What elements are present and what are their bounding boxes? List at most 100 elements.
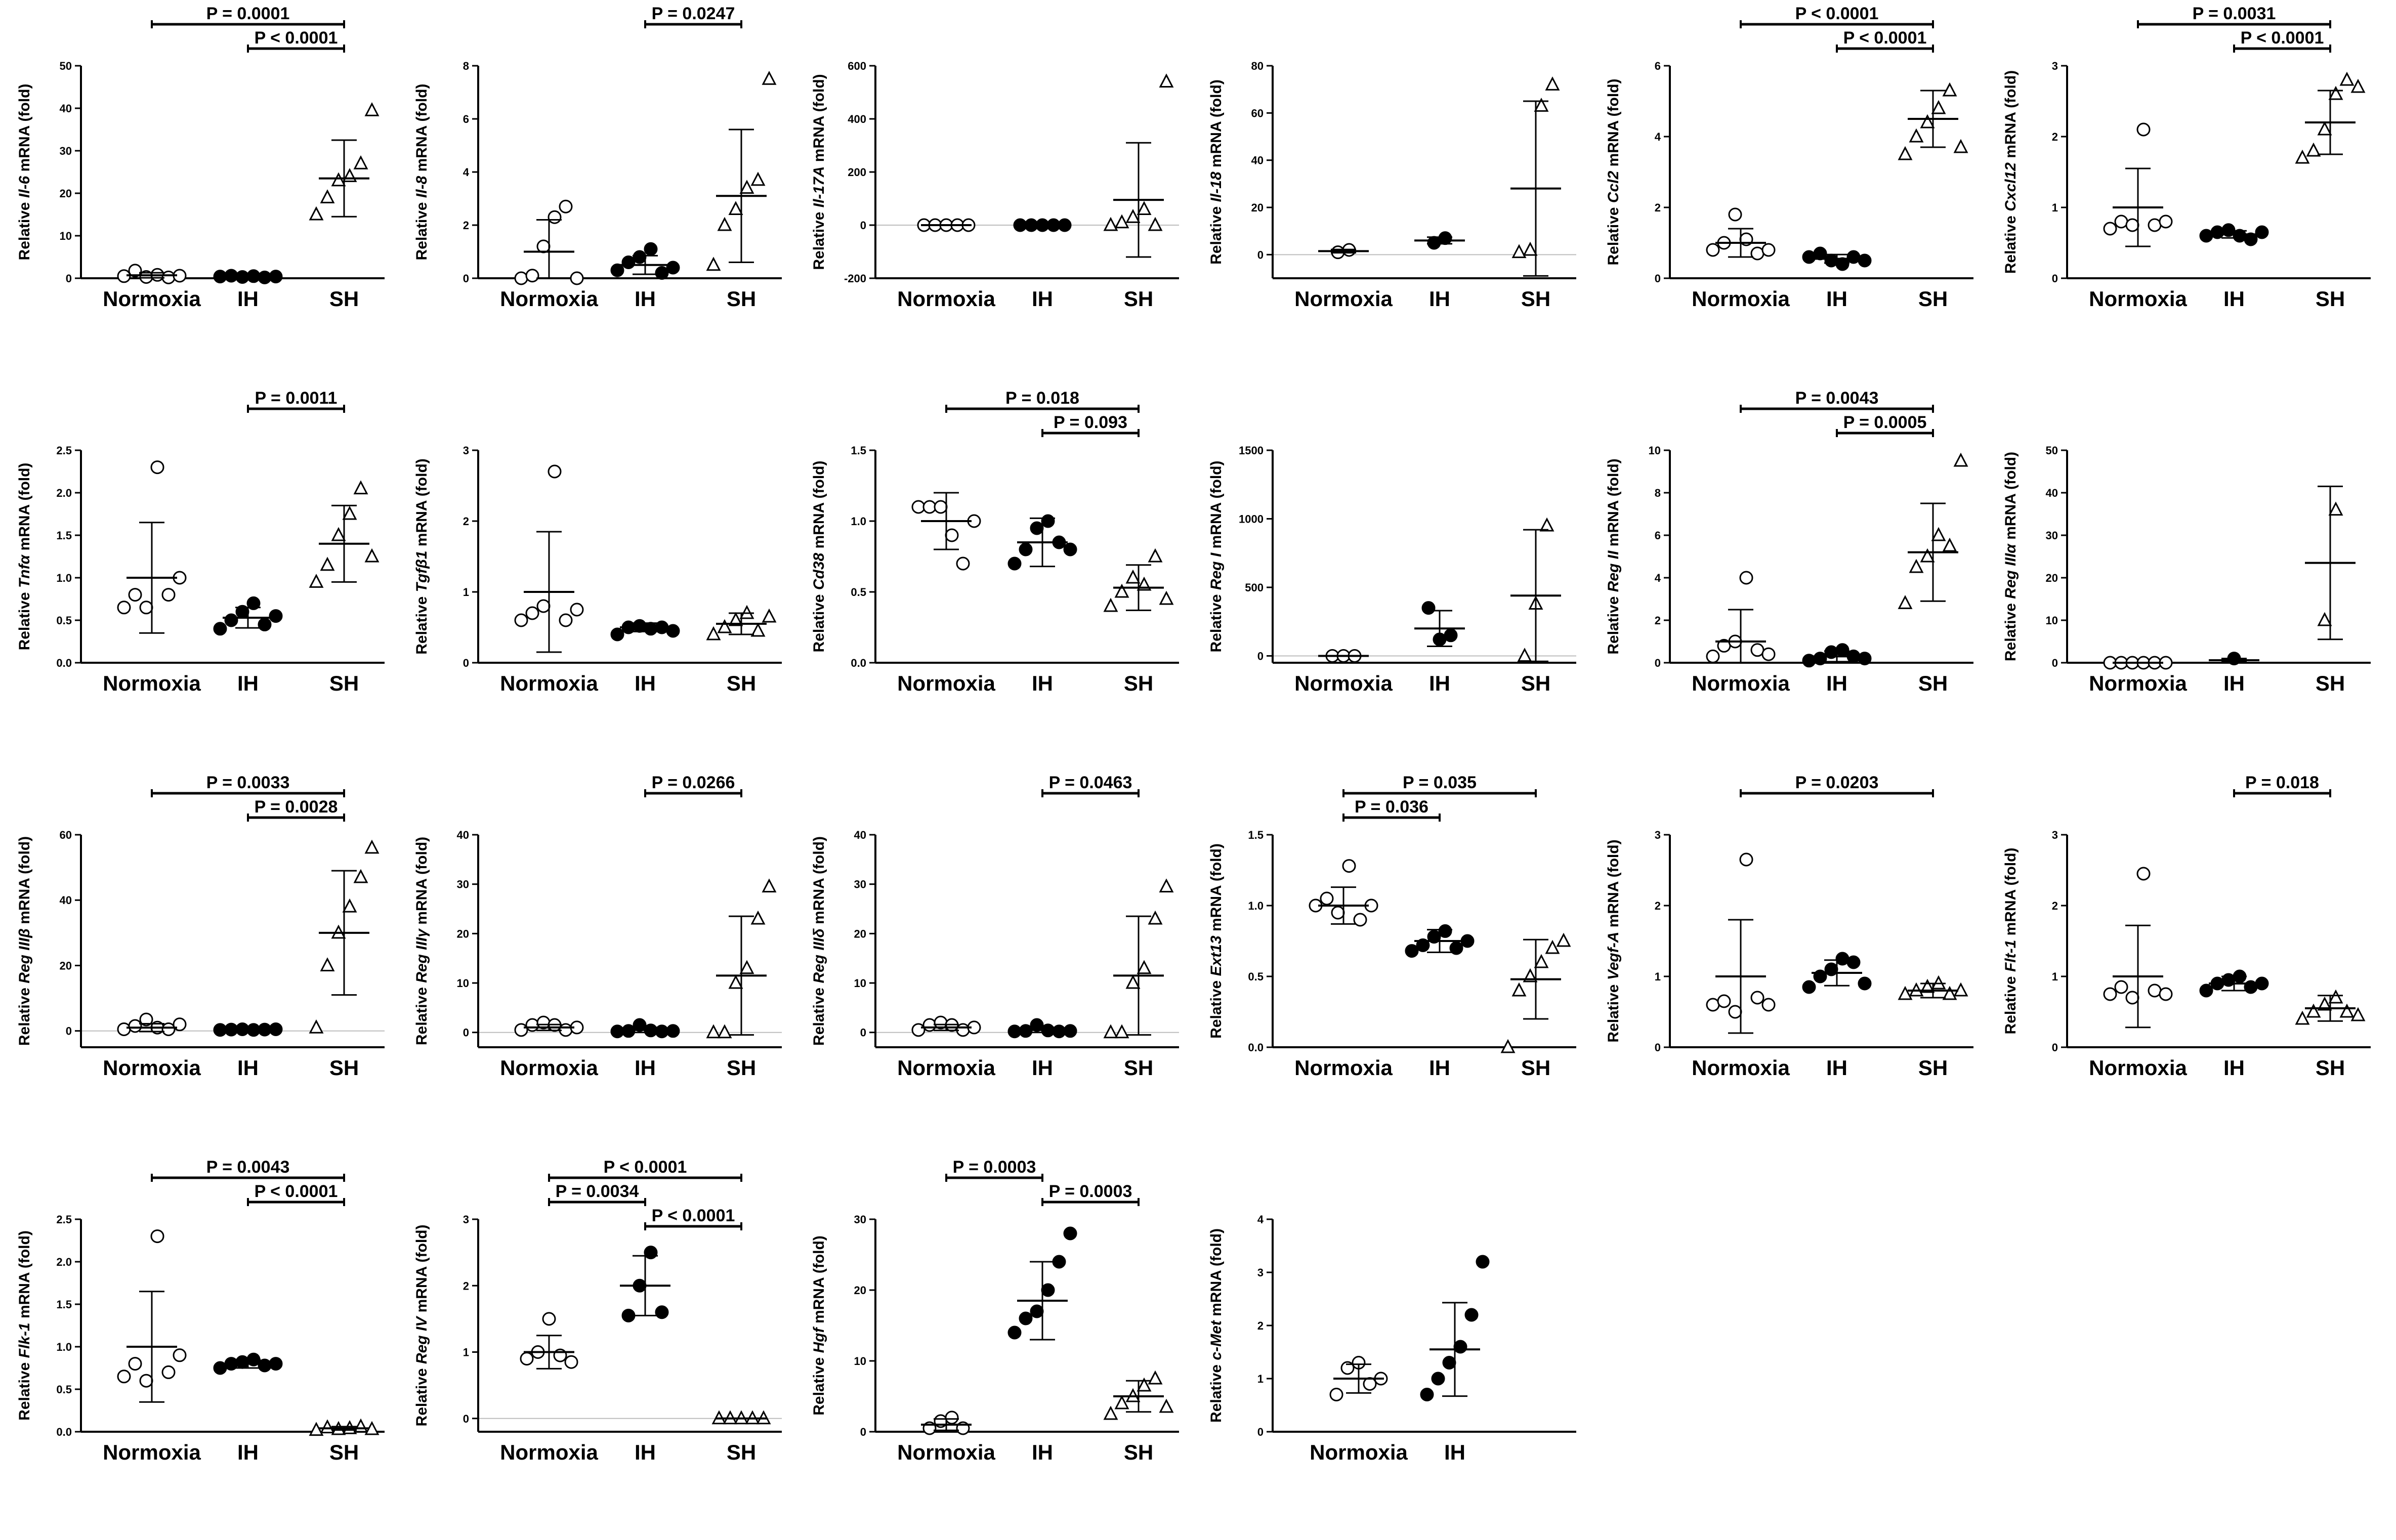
y-axis-label-part: Relative	[2002, 211, 2019, 274]
category-label: IH	[1032, 1440, 1053, 1464]
y-tick-label: 40	[1251, 154, 1264, 167]
data-point-triangle	[750, 910, 766, 925]
data-point-triangle	[1942, 82, 1957, 97]
category-label: Normoxia	[103, 1056, 201, 1080]
data-point-filled	[1007, 557, 1022, 571]
data-point-open	[514, 271, 528, 285]
y-tick-label: 2	[1655, 900, 1661, 912]
data-point-triangle	[706, 626, 721, 640]
y-axis-label-part: mRNA (fold)	[1605, 79, 1622, 171]
y-axis-label-part: Cxcl12	[2002, 162, 2019, 211]
y-axis-label: Relative Flk-1 mRNA (fold)	[16, 1230, 33, 1421]
y-tick-label: 2	[1655, 201, 1661, 214]
category-label: IH	[1826, 1056, 1847, 1080]
y-tick-label: 8	[463, 60, 469, 72]
data-point-filled	[1444, 628, 1458, 643]
y-axis-label: Relative Reg IIIδ mRNA (fold)	[811, 836, 827, 1046]
y-axis-label-part: Relative	[2002, 972, 2019, 1034]
y-tick-label: 0.5	[851, 586, 866, 598]
data-point-triangle	[1125, 569, 1141, 584]
data-point-triangle	[331, 172, 346, 187]
p-value-label: P < 0.0001	[1795, 4, 1879, 23]
y-tick-label: 0	[2052, 657, 2058, 669]
category-label: IH	[2223, 287, 2245, 311]
data-point-triangle	[2317, 612, 2332, 626]
y-axis-label-part: Relative	[811, 207, 827, 270]
y-tick-label: 4	[1655, 572, 1661, 584]
y-tick-label: 200	[848, 166, 866, 179]
data-point-triangle	[1942, 986, 1957, 1000]
data-point-filled	[655, 266, 669, 280]
category-label: Normoxia	[2089, 287, 2187, 311]
data-point-filled	[1421, 601, 1436, 615]
data-point-open	[1717, 994, 1731, 1008]
y-axis-label: Relative c-Met mRNA (fold)	[1208, 1228, 1225, 1423]
category-label: Normoxia	[103, 1440, 201, 1464]
data-point-filled	[610, 1024, 624, 1039]
y-axis-label: Relative Reg IIIγ mRNA (fold)	[413, 837, 430, 1045]
data-point-filled	[1063, 542, 1077, 557]
category-label: IH	[635, 287, 656, 311]
data-point-triangle	[1125, 974, 1141, 989]
data-point-triangle	[717, 619, 732, 633]
chart-panel-18: 0 1 2 3 Relative Flt-1 mRNA (fold) Normoxia IH…	[2002, 773, 2371, 1080]
data-point-triangle	[739, 960, 754, 974]
y-axis-label-part: Ccl2	[1605, 170, 1622, 203]
y-tick-label: 0	[1257, 650, 1264, 662]
data-point-filled	[633, 250, 647, 264]
data-point-triangle	[1942, 537, 1957, 552]
data-point-filled	[1030, 1304, 1044, 1318]
y-axis-label-part: Il-17A	[811, 166, 827, 208]
data-point-filled	[1442, 1356, 1456, 1370]
data-point-open	[1750, 643, 1764, 657]
y-tick-label: 0	[1655, 657, 1661, 669]
category-label: IH	[237, 671, 259, 695]
data-point-triangle	[309, 574, 324, 588]
data-point-triangle	[342, 898, 357, 913]
chart-panel-5: 0 2 4 6 Relative Ccl2 mRNA (fold) Normoxia IH S…	[1605, 4, 1973, 311]
data-point-triangle	[1920, 978, 1935, 993]
y-tick-label: 50	[60, 60, 72, 72]
category-label: IH	[1444, 1440, 1465, 1464]
data-point-open	[570, 603, 584, 617]
data-point-filled	[2199, 229, 2213, 243]
y-tick-label: 0	[463, 272, 469, 285]
data-point-triangle	[1500, 1039, 1516, 1053]
y-tick-label: 0	[2052, 272, 2058, 285]
data-point-open	[173, 1348, 187, 1362]
data-point-open	[1363, 1377, 1377, 1391]
y-tick-label: 0	[1257, 248, 1264, 261]
data-point-open	[911, 500, 926, 514]
data-point-triangle	[762, 878, 777, 893]
category-label: Normoxia	[897, 1440, 995, 1464]
y-axis-label-part: Reg IIIδ	[811, 928, 827, 983]
y-tick-label: 80	[1251, 60, 1264, 72]
y-tick-label: 20	[60, 959, 72, 972]
category-label: Normoxia	[1310, 1440, 1408, 1464]
y-tick-label: 2	[2052, 900, 2058, 912]
data-point-triangle	[1898, 595, 1913, 609]
y-tick-label: 20	[457, 927, 469, 940]
y-tick-label: 0	[66, 1025, 72, 1038]
data-point-triangle	[1159, 590, 1174, 605]
y-tick-label: 0	[463, 1413, 469, 1425]
category-label: Normoxia	[1294, 671, 1393, 695]
y-axis-label-part: Relative	[1208, 1360, 1225, 1423]
y-tick-label: 20	[60, 187, 72, 200]
y-axis-label: Relative Il-17A mRNA (fold)	[811, 74, 827, 270]
data-point-open	[128, 264, 142, 278]
chart-panel-7: 0.0 0.5 1.0 1.5 2.0 2.5 Relative Tnfα mRNA (fo…	[16, 389, 385, 695]
data-point-triangle	[1909, 559, 1924, 573]
y-tick-label: 1.5	[851, 444, 866, 457]
y-tick-label: 2	[463, 1279, 469, 1292]
y-tick-label: 6	[463, 113, 469, 125]
y-tick-label: 20	[1251, 201, 1264, 214]
chart-panel-10: 0 500 1000 1500 Relative Reg I mRNA (fold) No…	[1208, 444, 1576, 695]
y-axis-label: Relative Vegf-A mRNA (fold)	[1605, 839, 1622, 1042]
y-tick-label: 0.5	[56, 614, 72, 627]
p-value-label: P < 0.0001	[255, 28, 338, 48]
y-tick-label: 0	[463, 1026, 469, 1039]
y-axis-label-part: Relative	[811, 983, 827, 1046]
data-point-filled	[1007, 1325, 1022, 1340]
y-axis-label: Relative Il-8 mRNA (fold)	[413, 84, 430, 261]
